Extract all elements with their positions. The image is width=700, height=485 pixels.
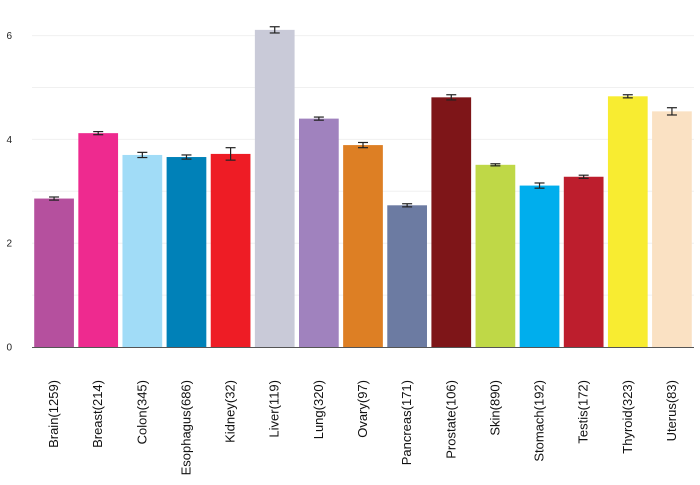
bar <box>34 198 74 347</box>
x-tick-label: Pancreas(171) <box>399 380 414 465</box>
error-bar <box>49 196 60 201</box>
x-tick-label: Skin(890) <box>487 380 502 436</box>
bar <box>299 118 339 347</box>
x-tick-label: Testis(172) <box>576 380 591 444</box>
x-axis-category-labels: Brain(1259) Breast(214) Colon(345) Esophagu… <box>46 380 679 475</box>
error-bar <box>358 141 368 149</box>
bar <box>254 29 295 347</box>
y-tick-label: 6 <box>6 31 12 42</box>
bar <box>343 145 383 347</box>
bar <box>210 153 251 347</box>
x-tick-label: Liver(119) <box>267 380 282 438</box>
x-tick-label: Uterus(83) <box>664 380 679 441</box>
bar <box>652 111 692 347</box>
error-bar <box>402 203 413 208</box>
x-tick-label: Kidney(32) <box>223 380 238 443</box>
bar <box>563 176 604 347</box>
x-tick-label: Brain(1259) <box>46 380 61 448</box>
y-tick-label: 0 <box>6 343 12 354</box>
error-bar <box>313 116 324 121</box>
bar <box>78 133 119 347</box>
x-tick-label: Lung(320) <box>311 380 326 439</box>
x-tick-label: Ovary(97) <box>355 380 370 438</box>
x-tick-label: Esophagus(686) <box>178 380 193 475</box>
bar <box>387 205 427 347</box>
x-tick-label: Breast(214) <box>90 380 105 448</box>
bar <box>431 97 472 347</box>
bar <box>122 154 163 347</box>
x-tick-label: Colon(345) <box>134 380 149 444</box>
error-bar <box>534 182 545 189</box>
bar <box>519 185 560 347</box>
error-bars <box>49 26 677 208</box>
x-tick-label: Prostate(106) <box>443 380 458 459</box>
error-bar <box>181 154 192 160</box>
bars <box>34 29 692 347</box>
error-bar <box>622 94 633 99</box>
error-bar <box>225 147 236 161</box>
bar <box>475 164 516 347</box>
y-tick-label: 4 <box>6 135 12 146</box>
error-bar <box>578 174 589 179</box>
error-bar <box>93 130 104 136</box>
x-tick-label: Thyroid(323) <box>620 380 635 454</box>
y-axis-ticks: 0 2 4 6 <box>6 31 12 353</box>
error-bar <box>490 163 501 167</box>
error-bar <box>137 151 148 159</box>
error-bar <box>269 26 280 34</box>
y-tick-label: 2 <box>6 239 12 250</box>
x-tick-label: Stomach(192) <box>532 380 547 462</box>
bar <box>166 157 207 347</box>
error-bar <box>666 107 677 116</box>
bar <box>607 96 648 347</box>
error-bar <box>446 94 457 101</box>
